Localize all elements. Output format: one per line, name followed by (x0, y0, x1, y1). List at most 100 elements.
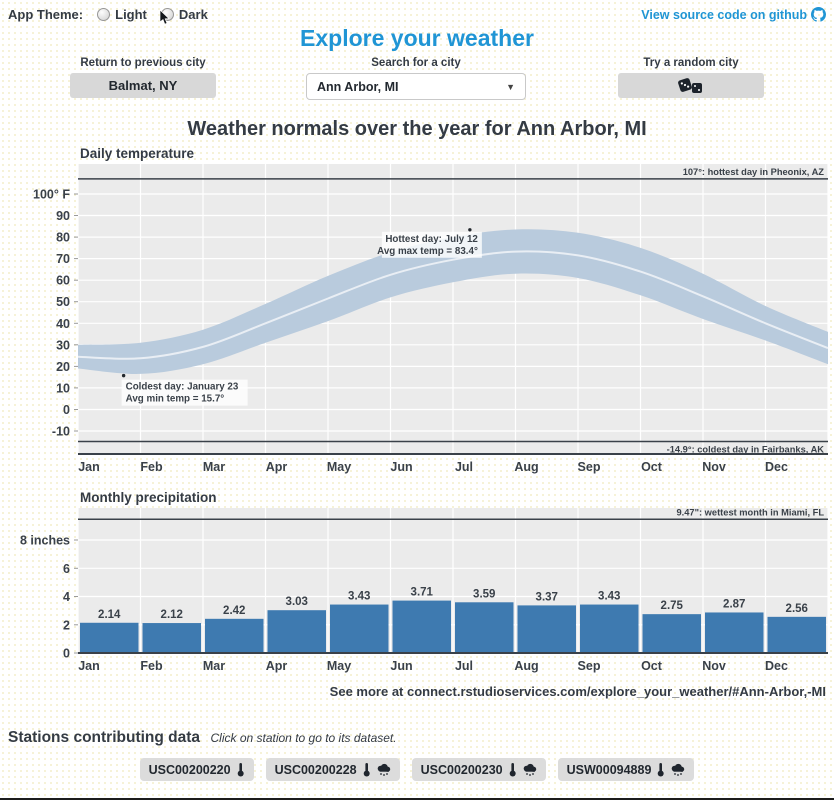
temperature-mid-line (77, 250, 829, 360)
y-tick-label: 20 (56, 360, 70, 374)
x-tick-label: Apr (266, 460, 288, 474)
precip-bar-Aug (517, 605, 576, 653)
y-tick-label: 0 (63, 647, 70, 661)
bar-value-label: 3.43 (598, 591, 620, 603)
stations-heading: Stations contributing data (8, 729, 201, 746)
x-tick-label: May (327, 659, 351, 673)
theme-switcher: App Theme: Light Dark (8, 7, 208, 25)
random-city-label: Try a random city (643, 57, 739, 69)
x-tick-label: Jul (455, 460, 473, 474)
y-tick-label: 2 (63, 618, 70, 632)
coldest-day-point (121, 373, 126, 378)
theme-option-light-label: Light (115, 7, 147, 22)
station-button-USC00200230[interactable]: USC00200230 (411, 758, 546, 781)
precip-bar-Jan (80, 622, 139, 653)
monthly-precipitation-chart: 0 2 4 6 8 inches 2.14 2.12 2.42 3.03 3.43 3.71 3.59… (20, 508, 829, 673)
svg-text:Coldest day: January 23: Coldest day: January 23 (126, 382, 239, 393)
precip-bar-Mar (205, 618, 264, 653)
page-heading: Weather normals over the year for Ann Ar… (187, 118, 647, 140)
random-city-button[interactable] (618, 73, 764, 98)
reference-line-label: 9.47": wettest month in Miami, FL (677, 508, 825, 517)
reference-line-label: 107°: hottest day in Pheonix, AZ (683, 167, 825, 177)
search-city-label: Search for a city (371, 57, 461, 69)
thermometer-icon (658, 763, 665, 777)
chevron-down-icon: ▼ (506, 81, 515, 92)
x-tick-label: Aug (514, 460, 538, 474)
bottom-edge (0, 798, 834, 800)
x-tick-label: Feb (140, 460, 163, 474)
precip-bar-Oct (642, 614, 701, 653)
precip-bar-Dec (767, 616, 826, 653)
stations-section: Stations contributing data Click on stat… (8, 729, 826, 781)
precip-bar-Sep (580, 604, 639, 653)
theme-label: App Theme: (8, 7, 84, 22)
x-tick-label: Jun (390, 460, 412, 474)
y-tick-label: 30 (56, 338, 70, 352)
bar-value-label: 3.03 (286, 596, 308, 608)
y-tick-label: 8 inches (20, 534, 70, 548)
x-tick-label: Nov (702, 659, 726, 673)
station-button-USC00200220[interactable]: USC00200220 (139, 758, 254, 781)
precip-bar-Jul (455, 602, 514, 653)
station-id: USC00200220 (148, 762, 231, 777)
x-tick-label: Jan (78, 460, 100, 474)
y-tick-label: 0 (63, 403, 70, 417)
station-id: USC00200230 (420, 762, 503, 777)
reference-line-label: -14.9°: coldest day in Fairbanks, AK (667, 445, 825, 455)
bar-value-label: 2.87 (723, 598, 745, 610)
y-tick-label: 70 (56, 252, 70, 266)
y-tick-label: 90 (56, 209, 70, 223)
temperature-band (78, 229, 828, 374)
source-code-link[interactable]: View source code on github (641, 7, 826, 22)
svg-text:Hottest day: July 12: Hottest day: July 12 (385, 234, 478, 245)
precip-bar-Jun (392, 600, 451, 653)
station-button-USC00200228[interactable]: USC00200228 (265, 758, 400, 781)
svg-text:Avg min temp = 15.7°: Avg min temp = 15.7° (126, 394, 225, 405)
hottest-day-point (468, 228, 472, 232)
radio-dark[interactable] (160, 8, 174, 21)
y-tick-label: 80 (56, 231, 70, 245)
precip-bar-Apr (267, 610, 326, 653)
x-tick-label: Nov (702, 460, 726, 474)
theme-option-dark[interactable]: Dark (159, 7, 208, 25)
dice-icon (678, 78, 702, 93)
x-tick-label: Sep (578, 659, 601, 673)
x-tick-label: Dec (765, 659, 788, 673)
bar-value-label: 3.43 (348, 591, 370, 603)
thermometer-icon (363, 763, 370, 777)
y-tick-label: 40 (56, 317, 70, 331)
precip-bar-Nov (705, 612, 764, 653)
svg-text:Avg max temp = 83.4°: Avg max temp = 83.4° (377, 246, 478, 257)
rain-cloud-icon (523, 763, 536, 776)
theme-option-dark-label: Dark (178, 7, 208, 22)
station-id: USW00094889 (566, 762, 652, 777)
random-city-control: Try a random city (618, 57, 764, 98)
bar-value-label: 2.12 (161, 609, 183, 621)
see-more-link[interactable]: See more at connect.rstudioservices.com/… (329, 684, 826, 699)
bar-value-label: 2.14 (98, 609, 121, 621)
rain-cloud-icon (377, 763, 390, 776)
precip-chart-title: Monthly precipitation (80, 490, 217, 505)
y-tick-label: 60 (56, 274, 70, 288)
temp-chart-title: Daily temperature (80, 146, 195, 161)
y-tick-label: 10 (56, 381, 70, 395)
x-tick-label: Aug (514, 659, 538, 673)
x-tick-label: Mar (203, 460, 225, 474)
bar-value-label: 2.42 (223, 605, 245, 617)
city-select[interactable]: Ann Arbor, MI ▼ (306, 73, 526, 100)
radio-light[interactable] (97, 8, 111, 21)
previous-city-button[interactable]: Balmat, NY (70, 73, 216, 98)
station-id: USC00200228 (274, 762, 357, 777)
x-tick-label: Oct (641, 659, 663, 673)
rain-cloud-icon (672, 763, 685, 776)
source-code-link-label: View source code on github (641, 7, 807, 22)
github-icon (811, 7, 826, 22)
theme-option-light[interactable]: Light (97, 7, 147, 22)
station-button-USW00094889[interactable]: USW00094889 (557, 758, 695, 781)
bar-value-label: 2.75 (661, 600, 684, 612)
y-tick-label: 6 (63, 562, 70, 576)
precip-bar-Feb (142, 623, 201, 653)
stations-hint: Click on station to go to its dataset. (210, 731, 397, 745)
controls-row: Return to previous city Balmat, NY Searc… (0, 57, 834, 103)
app-title: Explore your weather (300, 25, 534, 51)
